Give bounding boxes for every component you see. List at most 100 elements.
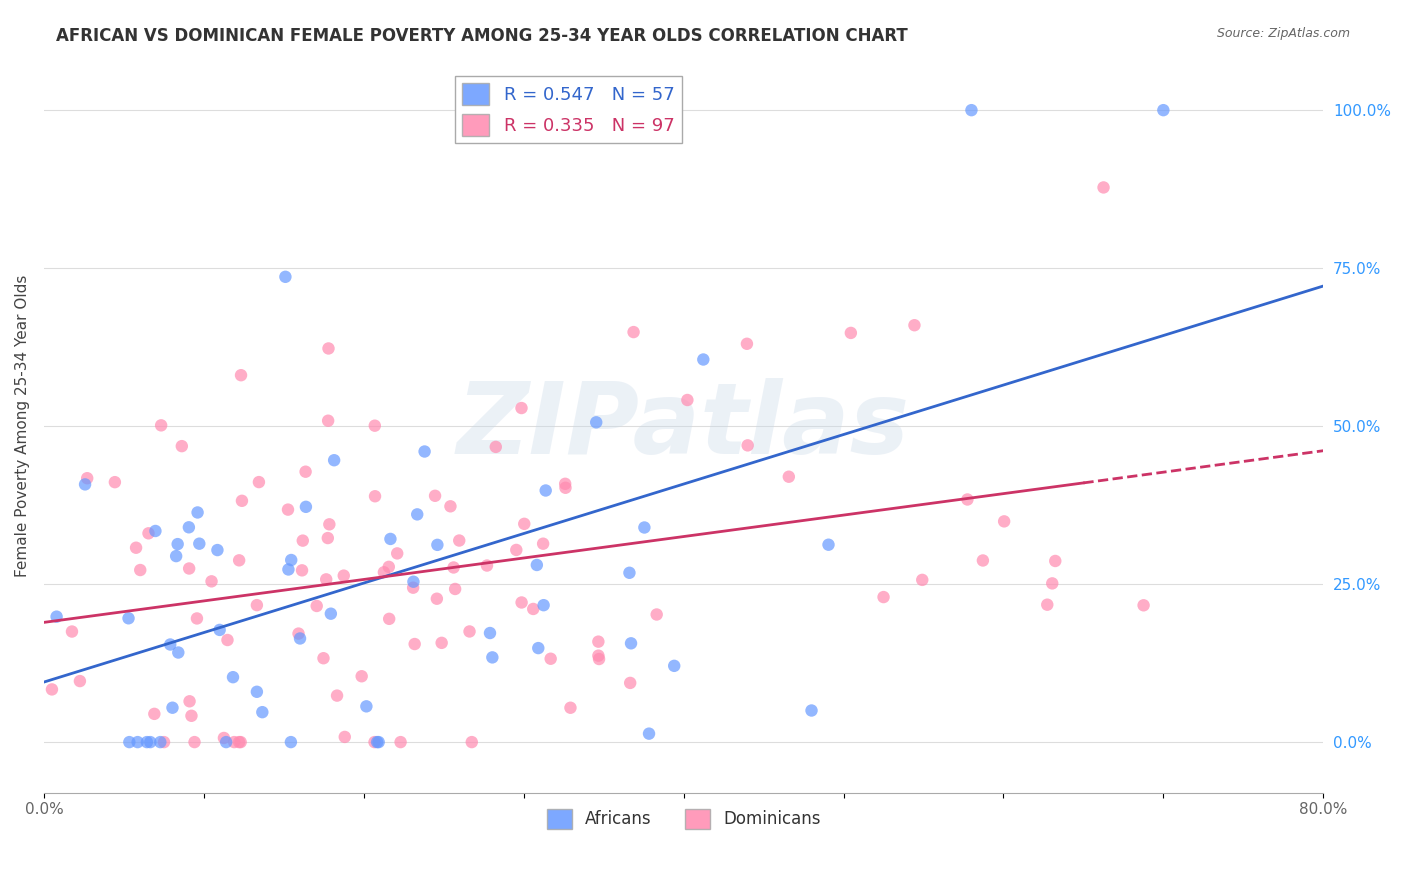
Point (620, 636, 643, 650)
Point (229, 368, 252, 383)
Point (222, 670, 245, 684)
Point (274, 269, 297, 284)
Point (505, 543, 527, 558)
Point (1152, 103, 1174, 117)
Point (439, 500, 461, 514)
Point (125, 541, 148, 555)
Point (1040, 576, 1063, 591)
Point (426, 538, 449, 552)
Point (166, 537, 188, 551)
Point (186, 611, 208, 625)
Point (252, 705, 274, 719)
Point (200, 574, 222, 589)
Point (735, 336, 758, 351)
Point (280, 735, 302, 749)
Point (588, 634, 610, 648)
Legend: Africans, Dominicans: Africans, Dominicans (540, 802, 827, 836)
Point (449, 533, 471, 548)
Point (960, 103, 983, 117)
Point (676, 392, 699, 407)
Point (129, 563, 152, 577)
Point (529, 103, 551, 117)
Point (350, 669, 373, 683)
Point (903, 318, 925, 333)
Point (215, 735, 238, 749)
Point (312, 651, 335, 665)
Point (165, 549, 187, 563)
Point (162, 700, 184, 714)
Point (364, 489, 387, 503)
Point (179, 561, 201, 575)
Point (224, 735, 246, 749)
Point (413, 444, 436, 458)
Point (872, 590, 894, 604)
Point (316, 531, 339, 545)
Point (402, 581, 425, 595)
Point (430, 636, 453, 650)
Point (378, 612, 401, 626)
Point (212, 731, 235, 745)
Point (1036, 598, 1059, 612)
Text: Source: ZipAtlas.com: Source: ZipAtlas.com (1216, 27, 1350, 40)
Point (139, 735, 162, 749)
Point (170, 439, 193, 453)
Point (291, 533, 314, 548)
Point (247, 475, 270, 489)
Point (315, 573, 337, 587)
Point (138, 526, 160, 541)
Point (363, 735, 385, 749)
Point (402, 574, 425, 589)
Point (475, 558, 498, 573)
Point (478, 626, 501, 640)
Point (69, 674, 91, 689)
Point (229, 735, 252, 749)
Point (481, 650, 503, 665)
Point (294, 465, 316, 479)
Point (188, 537, 211, 551)
Point (367, 735, 389, 749)
Text: ZIPatlas: ZIPatlas (457, 377, 910, 475)
Point (60, 624, 83, 639)
Point (316, 414, 339, 428)
Point (623, 325, 645, 339)
Y-axis label: Female Poverty Among 25-34 Year Olds: Female Poverty Among 25-34 Year Olds (15, 275, 30, 577)
Point (389, 735, 412, 749)
Point (319, 607, 342, 621)
Point (531, 537, 554, 551)
Point (800, 704, 823, 718)
Point (458, 624, 481, 639)
Point (366, 735, 388, 749)
Point (373, 566, 395, 580)
Point (443, 560, 465, 574)
Point (207, 543, 229, 558)
Point (287, 626, 309, 640)
Point (444, 582, 467, 596)
Point (104, 475, 127, 490)
Point (150, 418, 173, 433)
Point (423, 489, 446, 503)
Point (619, 566, 641, 580)
Point (911, 573, 934, 587)
Point (588, 652, 610, 666)
Point (277, 502, 299, 516)
Point (404, 637, 426, 651)
Point (1045, 554, 1067, 568)
Point (387, 546, 409, 560)
Point (159, 638, 181, 652)
Point (356, 699, 378, 714)
Point (323, 453, 346, 467)
Point (554, 481, 576, 495)
Point (1092, 180, 1115, 194)
Point (145, 524, 167, 538)
Point (692, 352, 714, 367)
Point (75, 477, 97, 491)
Point (633, 520, 655, 534)
Point (183, 735, 205, 749)
Point (277, 562, 299, 576)
Point (956, 492, 979, 507)
Point (839, 326, 862, 340)
Point (364, 418, 387, 433)
Point (645, 607, 668, 622)
Point (778, 469, 800, 483)
Point (817, 538, 839, 552)
